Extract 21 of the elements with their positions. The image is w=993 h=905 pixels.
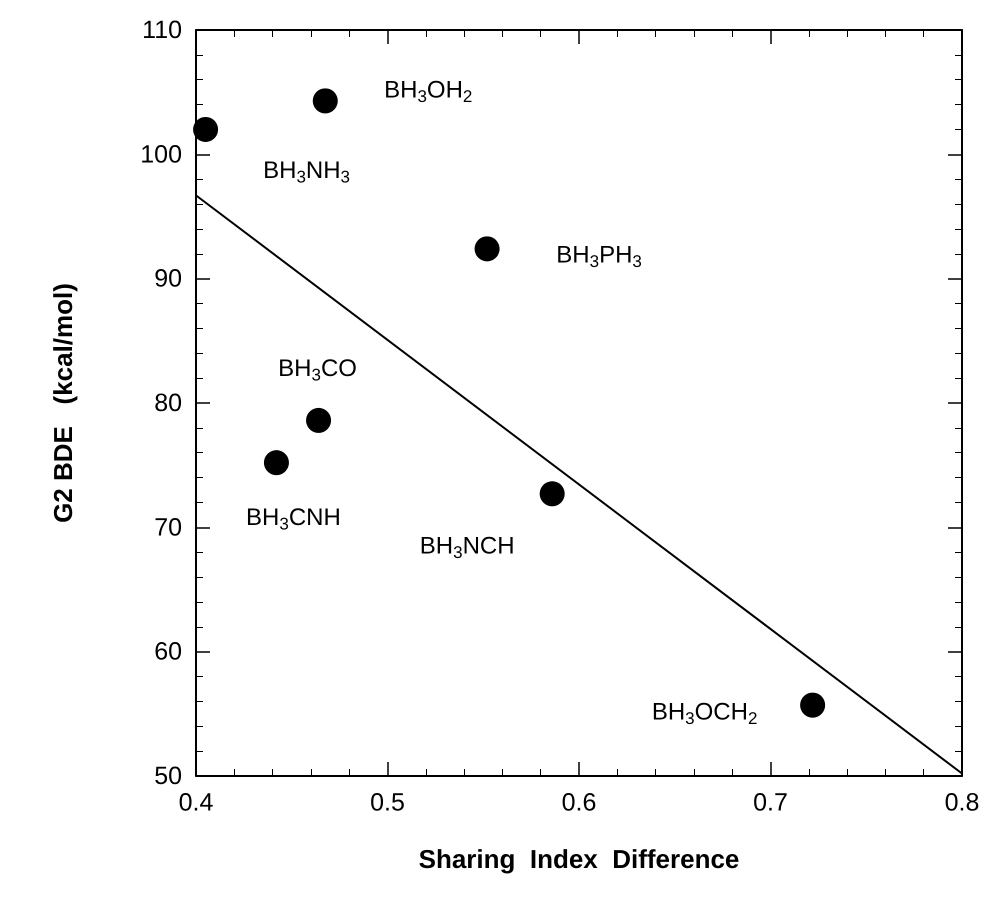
y-tick-label: 70 xyxy=(154,513,182,542)
y-axis-title: G2 BDE (kcal/mol) xyxy=(48,283,78,523)
point xyxy=(312,88,338,114)
y-tick-label: 90 xyxy=(154,264,182,293)
point xyxy=(474,236,500,262)
x-axis-title: Sharing Index Difference xyxy=(418,844,740,874)
point xyxy=(540,481,565,506)
point xyxy=(306,408,332,433)
x-tick-label: 0.4 xyxy=(178,788,214,816)
x-tick-label: 0.8 xyxy=(944,788,980,816)
x-tick-label: 0.5 xyxy=(370,788,405,816)
y-tick-label: 80 xyxy=(154,389,182,417)
x-tick-label: 0.7 xyxy=(753,788,788,816)
point xyxy=(800,692,826,718)
point xyxy=(264,450,289,476)
point xyxy=(193,116,218,142)
y-tick-label: 60 xyxy=(154,638,182,666)
y-tick-label: 100 xyxy=(140,140,182,168)
x-tick-label: 0.6 xyxy=(562,788,596,816)
y-tick-label: 50 xyxy=(154,762,182,790)
y-tick-label: 110 xyxy=(142,16,182,44)
